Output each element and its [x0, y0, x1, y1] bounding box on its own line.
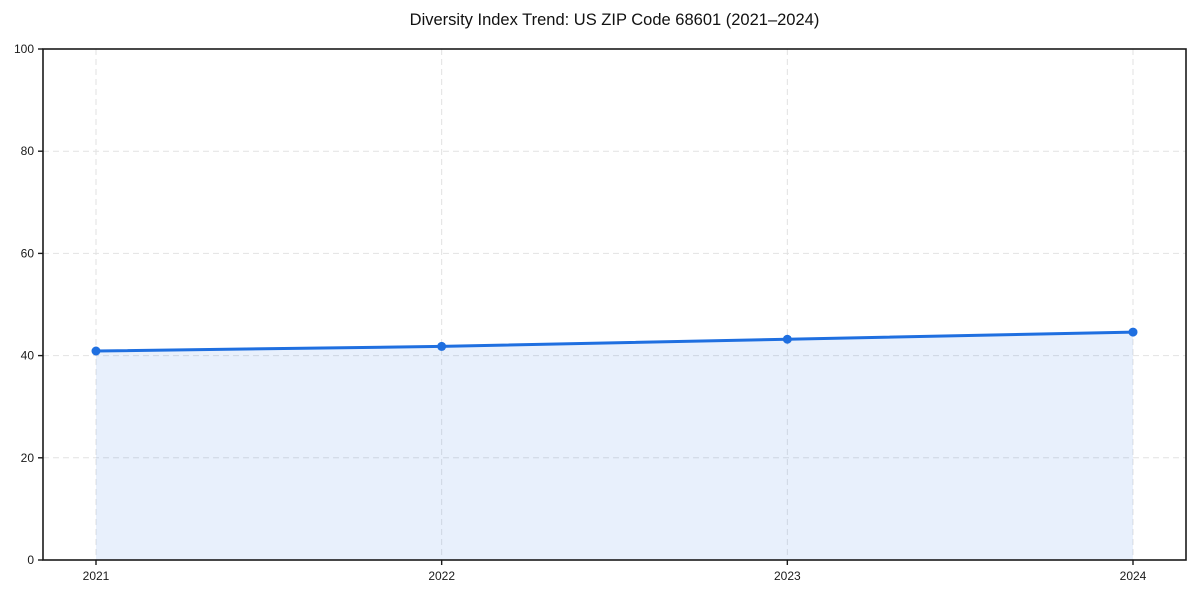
data-point-2021 — [91, 346, 101, 356]
y-tick-label: 80 — [21, 144, 35, 158]
data-point-2024 — [1128, 327, 1138, 337]
y-tick-label: 100 — [14, 42, 34, 56]
x-tick-label: 2023 — [774, 569, 801, 583]
y-tick-label: 40 — [21, 349, 35, 363]
y-tick-label: 60 — [21, 246, 35, 260]
data-point-2023 — [782, 334, 792, 344]
x-tick-label: 2022 — [428, 569, 455, 583]
area-fill — [96, 332, 1133, 560]
plot-border — [42, 48, 1187, 561]
chart-title: Diversity Index Trend: US ZIP Code 68601… — [409, 11, 820, 29]
data-point-2022 — [437, 341, 447, 351]
trend-line — [94, 330, 1135, 353]
y-tick-label: 20 — [21, 451, 35, 465]
y-tick-label: 0 — [27, 553, 34, 567]
x-tick-label: 2024 — [1120, 569, 1147, 583]
x-tick-label: 2021 — [83, 569, 110, 583]
